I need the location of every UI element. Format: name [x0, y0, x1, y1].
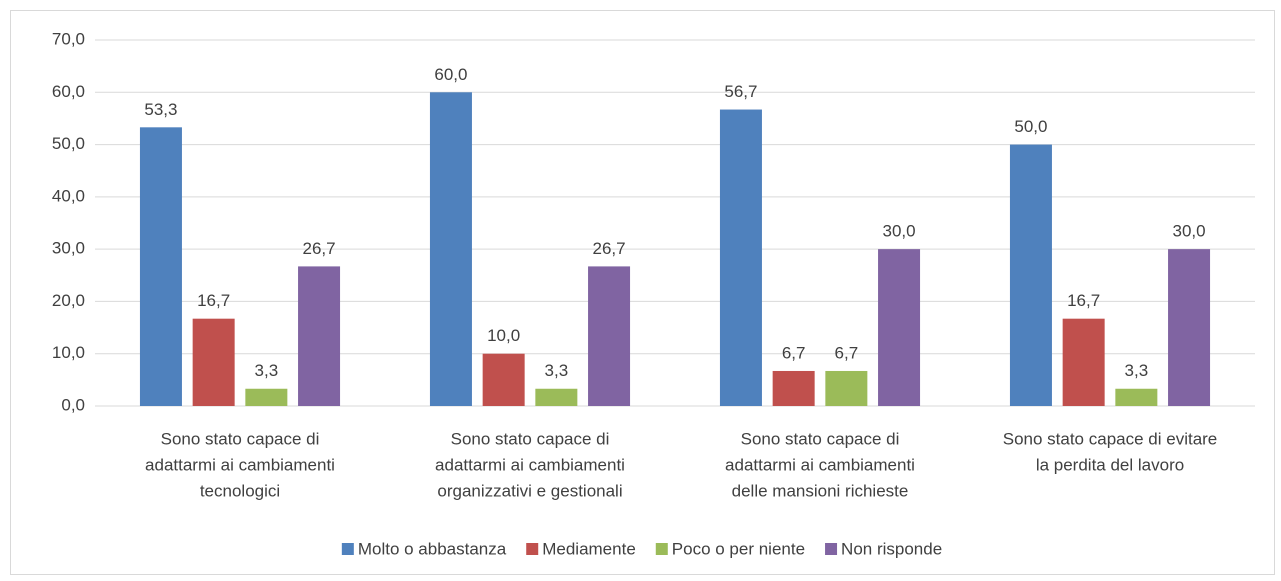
data-label: 60,0: [434, 65, 467, 84]
legend-label: Mediamente: [542, 539, 636, 558]
data-label: 16,7: [197, 291, 230, 310]
y-tick-label: 0,0: [61, 395, 85, 414]
x-tick-label: adattarmi ai cambiamenti: [435, 455, 625, 474]
x-tick-label: Sono stato capace di evitare: [1003, 429, 1218, 448]
data-label: 56,7: [724, 82, 757, 101]
bar: [192, 318, 235, 406]
x-tick-label: tecnologici: [200, 481, 280, 500]
y-tick-label: 10,0: [52, 343, 85, 362]
bar: [1168, 249, 1211, 406]
legend-label: Non risponde: [841, 539, 942, 558]
bar: [535, 388, 578, 406]
y-tick-label: 70,0: [52, 29, 85, 48]
x-tick-label: Sono stato capace di: [741, 429, 900, 448]
data-label: 53,3: [144, 100, 177, 119]
bar: [245, 388, 288, 406]
x-tick-label: delle mansioni richieste: [732, 481, 909, 500]
bar: [1062, 318, 1105, 406]
x-tick-label: adattarmi ai cambiamenti: [725, 455, 915, 474]
y-tick-label: 30,0: [52, 239, 85, 258]
legend-swatch: [341, 543, 354, 555]
legend-label: Molto o abbastanza: [358, 539, 507, 558]
x-tick-label: organizzativi e gestionali: [437, 481, 622, 500]
data-label: 6,7: [835, 343, 859, 362]
data-label: 6,7: [782, 343, 806, 362]
x-tick-label: Sono stato capace di: [161, 429, 320, 448]
data-label: 10,0: [487, 326, 520, 345]
legend-swatch: [655, 543, 668, 555]
bar: [825, 370, 868, 406]
data-label: 30,0: [1173, 222, 1206, 241]
chart-border: [10, 10, 1275, 575]
bar: [588, 266, 631, 406]
y-tick-label: 40,0: [52, 186, 85, 205]
y-tick-label: 20,0: [52, 291, 85, 310]
legend-swatch: [825, 543, 838, 555]
data-label: 16,7: [1067, 291, 1100, 310]
data-label: 50,0: [1014, 117, 1047, 136]
y-tick-label: 50,0: [52, 134, 85, 153]
x-tick-label: adattarmi ai cambiamenti: [145, 455, 335, 474]
bar: [429, 92, 472, 407]
legend-label: Poco o per niente: [672, 539, 805, 558]
data-label: 3,3: [545, 361, 569, 380]
y-tick-label: 60,0: [52, 82, 85, 101]
data-label: 26,7: [303, 239, 336, 258]
bar: [772, 370, 815, 406]
legend-swatch: [526, 543, 539, 555]
data-label: 3,3: [255, 361, 279, 380]
bar: [719, 109, 762, 406]
bar: [298, 266, 341, 406]
x-tick-label: Sono stato capace di: [451, 429, 610, 448]
data-label: 26,7: [593, 239, 626, 258]
data-label: 3,3: [1125, 361, 1149, 380]
bar: [139, 127, 182, 407]
bar: [1009, 144, 1052, 407]
bar: [1115, 388, 1158, 406]
x-tick-label: la perdita del lavoro: [1036, 455, 1184, 474]
bar: [878, 249, 921, 406]
bar: [482, 353, 525, 406]
data-label: 30,0: [883, 222, 916, 241]
